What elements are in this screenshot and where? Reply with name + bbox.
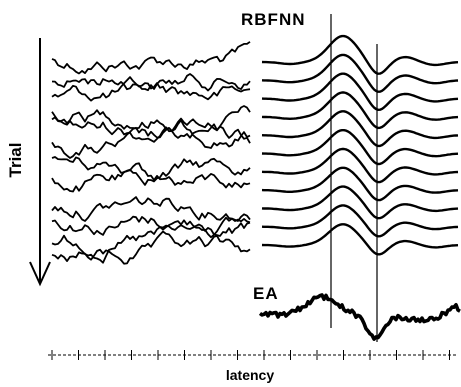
ea-label: EA bbox=[253, 284, 279, 303]
latency-axis bbox=[48, 350, 457, 360]
trial-axis-label: Trial bbox=[6, 143, 25, 178]
rbfnn-trace bbox=[261, 110, 459, 148]
rbfnn-traces-panel bbox=[261, 34, 459, 256]
single-trial-trace bbox=[51, 76, 251, 102]
rbfnn-trace bbox=[261, 223, 459, 256]
single-trial-trace bbox=[51, 116, 251, 149]
single-trial-trace bbox=[51, 73, 251, 92]
single-trial-trace bbox=[51, 162, 251, 193]
single-trial-trace bbox=[51, 215, 251, 239]
rbfnn-trace bbox=[261, 185, 459, 220]
rbfnn-label: RBFNN bbox=[241, 10, 306, 29]
single-trial-trace bbox=[51, 123, 251, 159]
rbfnn-trace bbox=[261, 72, 459, 112]
rbfnn-trace bbox=[261, 34, 459, 75]
ea-average-trace bbox=[258, 293, 461, 341]
rbfnn-trace bbox=[261, 128, 459, 166]
trial-axis-arrow bbox=[29, 38, 51, 287]
rbfnn-trace bbox=[261, 91, 459, 130]
single-trial-trace bbox=[51, 156, 251, 186]
latency-axis-label: latency bbox=[226, 367, 274, 383]
single-trial-trace bbox=[51, 196, 251, 222]
single-trial-trace bbox=[51, 230, 251, 265]
single-trial-traces-panel bbox=[51, 41, 251, 265]
ea-average-trace-group bbox=[258, 293, 461, 341]
rbfnn-trace bbox=[261, 147, 459, 184]
single-trial-trace bbox=[51, 41, 251, 75]
rbfnn-trace bbox=[261, 204, 459, 238]
rbfnn-trace bbox=[261, 166, 459, 202]
rbfnn-trace bbox=[261, 53, 459, 93]
